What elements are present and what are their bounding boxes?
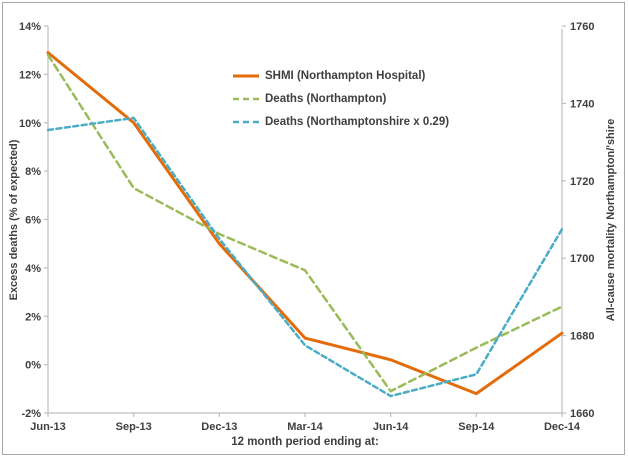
- right-axis-title: All-cause mortality Northampton/'shire: [605, 118, 617, 322]
- legend-item: Deaths (Northampton): [233, 87, 449, 110]
- right-axis-tick-label: 1660: [570, 408, 594, 420]
- right-axis-tick-label: 1740: [570, 98, 594, 110]
- left-axis-tick-label: 8%: [25, 166, 41, 178]
- x-axis-tick-label: Sep-13: [116, 421, 152, 433]
- legend: SHMI (Northampton Hospital) Deaths (North…: [233, 64, 449, 133]
- x-axis-tick-label: Jun-14: [373, 421, 409, 433]
- x-axis-tick-label: Dec-13: [201, 421, 237, 433]
- legend-item: Deaths (Northamptonshire x 0.29): [233, 110, 449, 133]
- legend-item-label: SHMI (Northampton Hospital): [265, 69, 426, 82]
- left-axis-tick-label: 12%: [19, 69, 41, 81]
- right-axis-tick-label: 1720: [570, 176, 594, 188]
- left-axis-title: Excess deaths (% of expected): [8, 139, 20, 301]
- left-axis-tick-label: 6%: [25, 215, 41, 227]
- left-axis-tick-label: 0%: [25, 360, 41, 372]
- left-axis-tick-label: 10%: [19, 118, 41, 130]
- legend-line-sample: [233, 120, 259, 123]
- right-axis-tick-label: 1700: [570, 253, 594, 265]
- right-axis-tick-label: 1760: [570, 21, 594, 33]
- x-axis-tick-label: Sep-14: [458, 421, 495, 433]
- legend-line-sample: [233, 74, 259, 77]
- left-axis-tick-label: 2%: [25, 311, 41, 323]
- right-axis-tick-label: 1680: [570, 331, 594, 343]
- x-axis-tick-label: Dec-14: [544, 421, 581, 433]
- left-axis-tick-label: 14%: [19, 21, 41, 33]
- x-axis-tick-label: Jun-13: [30, 421, 65, 433]
- x-axis-tick-label: Mar-14: [287, 421, 323, 433]
- x-axis-title: 12 month period ending at:: [231, 436, 379, 448]
- left-axis-tick-label: -2%: [21, 408, 41, 420]
- series-line-2: [46, 116, 564, 398]
- left-axis-tick-label: 4%: [25, 263, 41, 275]
- legend-line-sample: [233, 97, 259, 100]
- legend-item: SHMI (Northampton Hospital): [233, 64, 449, 87]
- series-line-0: [46, 51, 564, 396]
- legend-item-label: Deaths (Northamptonshire x 0.29): [265, 115, 450, 128]
- series-line-1: [46, 53, 564, 393]
- legend-item-label: Deaths (Northampton): [265, 92, 387, 105]
